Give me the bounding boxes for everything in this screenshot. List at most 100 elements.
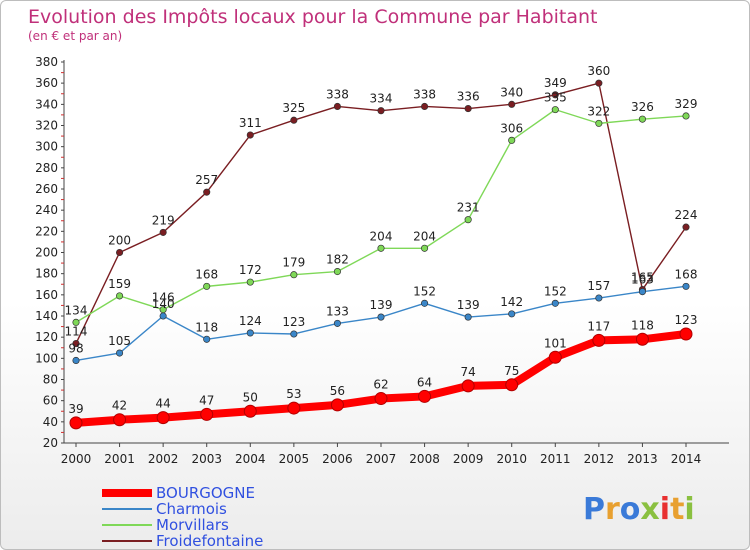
data-label: 165 bbox=[631, 271, 654, 285]
data-label: 172 bbox=[239, 263, 262, 277]
data-point bbox=[246, 278, 254, 286]
data-label: 123 bbox=[282, 315, 305, 329]
data-label: 133 bbox=[326, 304, 349, 318]
proxiti-letter: i bbox=[660, 492, 670, 527]
y-tick-label: 320 bbox=[35, 119, 58, 133]
data-point bbox=[113, 413, 127, 427]
data-label: 168 bbox=[675, 267, 698, 281]
data-label: 325 bbox=[282, 101, 305, 115]
data-point bbox=[203, 188, 211, 196]
x-tick-label: 2009 bbox=[453, 452, 484, 466]
y-tick-label: 240 bbox=[35, 203, 58, 217]
legend-label: Charmois bbox=[156, 500, 227, 518]
series-morvillars bbox=[72, 106, 690, 326]
data-point bbox=[159, 228, 167, 236]
data-point bbox=[377, 107, 385, 115]
data-labels: 114 200 219 257 311 325 338 334 338 336 340 349 360 1… bbox=[65, 64, 698, 416]
data-label: 74 bbox=[461, 365, 476, 379]
data-label: 182 bbox=[326, 253, 349, 267]
y-tick-label: 380 bbox=[35, 55, 58, 69]
x-tick-label: 2011 bbox=[540, 452, 571, 466]
x-tick-label: 2000 bbox=[61, 452, 92, 466]
legend-item-morvillars: Morvillars bbox=[102, 516, 229, 534]
chart-subtitle: (en € et par an) bbox=[28, 29, 122, 43]
data-point bbox=[287, 401, 301, 415]
y-tick-label: 40 bbox=[43, 415, 58, 429]
x-tick-label: 2001 bbox=[104, 452, 135, 466]
data-point bbox=[464, 313, 472, 321]
data-point bbox=[333, 319, 341, 327]
data-label: 134 bbox=[65, 303, 88, 317]
data-label: 117 bbox=[587, 319, 610, 333]
data-label: 152 bbox=[544, 284, 567, 298]
data-point bbox=[464, 105, 472, 113]
data-label: 349 bbox=[544, 76, 567, 90]
data-point bbox=[638, 115, 646, 123]
y-tick-label: 260 bbox=[35, 182, 58, 196]
data-point bbox=[592, 333, 606, 347]
data-label: 360 bbox=[587, 64, 610, 78]
data-label: 114 bbox=[65, 325, 88, 339]
legend-label: BOURGOGNE bbox=[156, 484, 255, 502]
y-tick-label: 340 bbox=[35, 97, 58, 111]
data-point bbox=[505, 378, 519, 392]
data-label: 44 bbox=[156, 397, 171, 411]
series-froidefontaine bbox=[72, 79, 690, 348]
data-label: 118 bbox=[195, 320, 218, 334]
data-point bbox=[72, 356, 80, 365]
data-label: 98 bbox=[68, 341, 83, 355]
data-label: 336 bbox=[457, 90, 480, 104]
data-label: 338 bbox=[326, 87, 349, 101]
data-point bbox=[461, 379, 475, 393]
data-point bbox=[69, 416, 83, 430]
data-label: 47 bbox=[199, 393, 214, 407]
proxiti-letter: P bbox=[583, 492, 605, 527]
data-label: 322 bbox=[587, 104, 610, 118]
y-tick-label: 180 bbox=[35, 267, 58, 281]
data-point bbox=[72, 339, 80, 348]
data-point bbox=[421, 299, 429, 307]
data-point bbox=[551, 299, 559, 307]
data-label: 142 bbox=[500, 295, 523, 309]
data-point bbox=[595, 79, 603, 87]
data-label: 306 bbox=[500, 121, 523, 135]
axes: 20 40 60 80 100 120 140 160 180 200 220 240 260 280 30… bbox=[35, 55, 729, 466]
data-point bbox=[290, 330, 298, 338]
y-tick-label: 80 bbox=[43, 373, 58, 387]
data-point bbox=[551, 106, 559, 114]
legend-label: Morvillars bbox=[156, 516, 229, 534]
data-label: 146 bbox=[152, 291, 175, 305]
data-point bbox=[290, 116, 298, 124]
y-tick-label: 220 bbox=[35, 224, 58, 238]
y-tick-label: 100 bbox=[35, 351, 58, 365]
data-point bbox=[333, 102, 341, 111]
data-point bbox=[508, 310, 516, 318]
data-label: 123 bbox=[675, 313, 698, 327]
data-label: 62 bbox=[373, 378, 388, 392]
proxiti-text: Proxiti bbox=[583, 492, 695, 527]
y-tick-label: 20 bbox=[43, 436, 58, 450]
data-label: 64 bbox=[417, 375, 432, 389]
y-tick-label: 160 bbox=[35, 288, 58, 302]
data-point bbox=[682, 112, 690, 120]
data-point bbox=[116, 248, 124, 257]
x-tick-label: 2002 bbox=[148, 452, 179, 466]
x-tick-label: 2006 bbox=[322, 452, 353, 466]
data-point bbox=[682, 282, 690, 290]
data-label: 338 bbox=[413, 87, 436, 101]
x-tick-label: 2003 bbox=[191, 452, 222, 466]
data-point bbox=[679, 327, 693, 341]
data-point bbox=[595, 294, 603, 302]
legend-item-bourgogne: BOURGOGNE bbox=[102, 484, 255, 502]
data-point bbox=[377, 313, 385, 321]
proxiti-letter: o bbox=[620, 492, 641, 527]
data-point bbox=[116, 349, 124, 357]
data-label: 204 bbox=[370, 229, 393, 243]
data-point bbox=[421, 102, 429, 111]
x-tick-label: 2004 bbox=[235, 452, 266, 466]
y-tick-label: 280 bbox=[35, 161, 58, 175]
data-label: 329 bbox=[675, 97, 698, 111]
data-point bbox=[159, 312, 167, 320]
data-label: 179 bbox=[282, 256, 305, 270]
data-point bbox=[377, 244, 385, 252]
